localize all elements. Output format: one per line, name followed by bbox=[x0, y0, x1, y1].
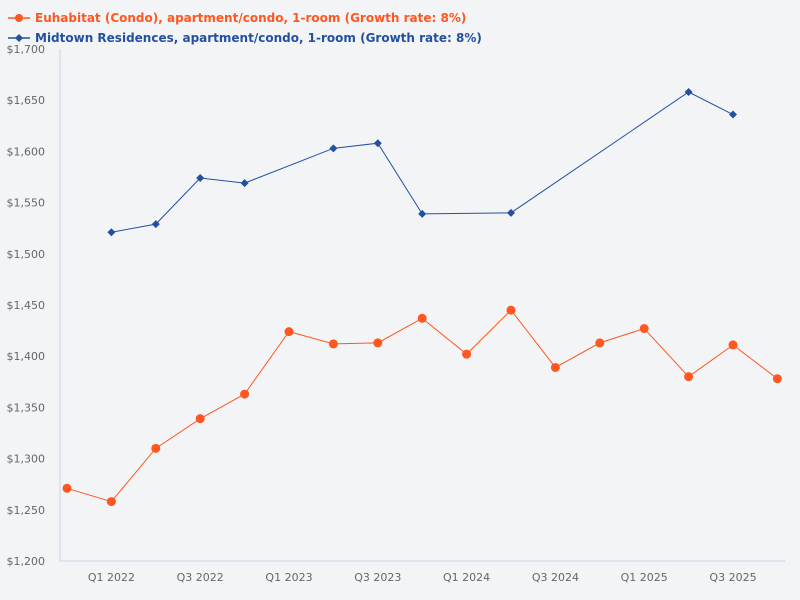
diamond-marker-icon bbox=[8, 34, 30, 42]
x-tick-label: Q1 2023 bbox=[265, 571, 312, 584]
x-tick-label: Q3 2022 bbox=[177, 571, 224, 584]
data-point bbox=[417, 313, 427, 323]
data-point bbox=[729, 110, 737, 119]
y-tick-label: $1,500 bbox=[7, 248, 46, 261]
legend-label: Euhabitat (Condo), apartment/condo, 1-ro… bbox=[35, 11, 467, 25]
data-point bbox=[106, 497, 116, 507]
y-tick-label: $1,200 bbox=[7, 555, 46, 568]
legend-item-euhabitat[interactable]: Euhabitat (Condo), apartment/condo, 1-ro… bbox=[8, 8, 482, 28]
data-point bbox=[151, 220, 160, 229]
data-point bbox=[728, 340, 738, 350]
y-tick-label: $1,700 bbox=[7, 43, 46, 56]
circle-marker-icon bbox=[8, 14, 30, 22]
data-point bbox=[550, 362, 560, 372]
y-tick-label: $1,250 bbox=[7, 504, 46, 517]
data-point bbox=[507, 208, 515, 217]
data-point bbox=[240, 179, 249, 188]
data-point bbox=[328, 339, 338, 349]
data-point bbox=[684, 372, 694, 382]
data-point bbox=[240, 389, 250, 399]
data-point bbox=[151, 443, 161, 453]
x-tick-label: Q3 2024 bbox=[532, 571, 579, 584]
x-tick-label: Q1 2024 bbox=[443, 571, 490, 584]
y-tick-label: $1,400 bbox=[7, 350, 46, 363]
data-point bbox=[329, 144, 338, 153]
x-tick-label: Q3 2023 bbox=[354, 571, 401, 584]
x-tick-label: Q3 2025 bbox=[709, 571, 756, 584]
data-point bbox=[107, 228, 116, 237]
y-tick-label: $1,550 bbox=[7, 197, 46, 210]
data-point bbox=[595, 338, 605, 348]
y-tick-label: $1,600 bbox=[7, 145, 46, 158]
y-tick-label: $1,300 bbox=[7, 453, 46, 466]
data-point bbox=[373, 139, 382, 148]
series-line-1 bbox=[111, 91, 734, 233]
data-point bbox=[684, 88, 693, 97]
series-line-0 bbox=[66, 309, 778, 503]
x-tick-label: Q1 2025 bbox=[621, 571, 668, 584]
data-point bbox=[772, 374, 782, 384]
data-point bbox=[196, 174, 205, 183]
y-tick-label: $1,450 bbox=[7, 299, 46, 312]
data-point bbox=[418, 209, 427, 218]
y-tick-label: $1,650 bbox=[7, 94, 46, 107]
data-point bbox=[284, 327, 294, 337]
data-point bbox=[506, 305, 516, 315]
x-tick-label: Q1 2022 bbox=[88, 571, 135, 584]
data-point bbox=[462, 349, 472, 359]
legend-item-midtown[interactable]: Midtown Residences, apartment/condo, 1-r… bbox=[8, 28, 482, 48]
y-tick-label: $1,350 bbox=[7, 401, 46, 414]
legend-label: Midtown Residences, apartment/condo, 1-r… bbox=[35, 31, 482, 45]
data-point bbox=[639, 324, 649, 334]
data-point bbox=[195, 414, 205, 424]
data-point bbox=[373, 338, 383, 348]
legend: Euhabitat (Condo), apartment/condo, 1-ro… bbox=[8, 8, 482, 48]
data-point bbox=[62, 483, 72, 493]
